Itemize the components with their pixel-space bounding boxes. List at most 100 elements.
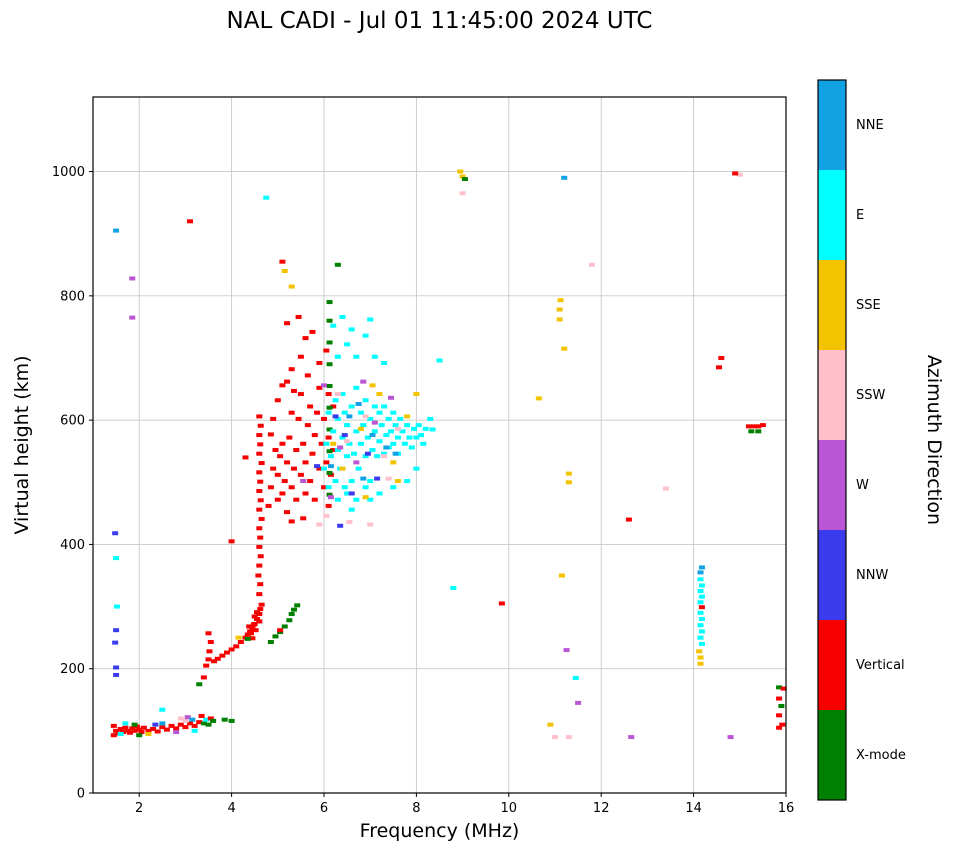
data-point	[552, 735, 558, 740]
data-point	[698, 641, 705, 646]
data-point	[401, 441, 408, 446]
data-point	[257, 498, 264, 503]
data-point	[383, 445, 390, 450]
data-point	[304, 373, 311, 378]
colorbar-segment-w	[818, 440, 846, 531]
data-point	[698, 594, 705, 599]
data-point	[334, 497, 341, 502]
colorbar-tick-label: E	[856, 208, 864, 223]
data-point	[325, 435, 332, 440]
data-point	[625, 517, 632, 522]
data-point	[263, 195, 270, 200]
data-point	[136, 727, 143, 732]
data-point	[129, 315, 136, 320]
data-point	[244, 636, 251, 641]
data-point	[159, 707, 166, 712]
data-point	[325, 392, 332, 397]
x-tick-label: 8	[412, 801, 420, 816]
data-point	[374, 476, 381, 481]
data-point	[362, 454, 369, 459]
data-point	[369, 433, 376, 438]
data-point	[122, 721, 129, 726]
data-point	[300, 516, 307, 521]
data-point	[357, 426, 364, 431]
data-point	[716, 365, 723, 370]
data-point	[249, 625, 256, 630]
data-point	[325, 410, 332, 415]
data-point	[205, 657, 212, 662]
data-point	[337, 445, 344, 450]
data-point	[346, 520, 353, 525]
data-point	[256, 507, 263, 512]
data-point	[152, 722, 159, 727]
data-point	[206, 649, 213, 654]
data-point	[203, 717, 210, 722]
data-point	[561, 175, 568, 180]
data-point	[311, 433, 318, 438]
data-point	[114, 604, 121, 609]
data-point	[256, 544, 263, 549]
data-point	[131, 722, 138, 727]
data-point	[207, 716, 214, 721]
data-point	[332, 414, 339, 419]
data-point	[732, 171, 739, 176]
colorbar-segment-e	[818, 170, 846, 261]
data-point	[351, 451, 358, 456]
data-point	[332, 479, 339, 484]
data-point	[367, 497, 374, 502]
data-point	[323, 460, 330, 465]
y-tick-label: 600	[60, 414, 85, 429]
data-point	[256, 619, 263, 624]
data-point	[334, 447, 341, 452]
colorbar-tick-label: W	[856, 478, 869, 493]
data-point	[397, 416, 404, 421]
data-point	[353, 497, 360, 502]
data-point	[321, 485, 327, 490]
data-point	[563, 648, 570, 653]
data-point	[698, 629, 705, 634]
data-point	[341, 410, 348, 415]
colorbar-tick-label: SSE	[856, 298, 881, 313]
data-point	[159, 721, 166, 726]
y-tick-label: 200	[60, 662, 85, 677]
data-point	[325, 503, 332, 508]
data-point	[177, 722, 184, 727]
data-point	[297, 354, 304, 359]
data-point	[367, 522, 374, 527]
data-point	[281, 624, 288, 629]
data-point	[362, 495, 369, 500]
colorbar-tick-label: X-mode	[856, 748, 906, 763]
data-point	[348, 404, 355, 409]
data-point	[307, 404, 314, 409]
data-point	[718, 356, 725, 360]
data-point	[697, 570, 704, 575]
data-point	[138, 730, 145, 735]
data-point	[362, 414, 369, 419]
data-point	[498, 601, 505, 606]
data-point	[235, 635, 242, 640]
data-point	[746, 424, 753, 429]
data-point	[330, 404, 337, 409]
data-point	[281, 269, 288, 273]
data-point	[257, 554, 264, 559]
data-point	[558, 573, 565, 578]
data-point	[257, 582, 264, 587]
y-tick-label: 800	[60, 289, 85, 304]
data-point	[316, 466, 323, 471]
data-point	[404, 479, 411, 484]
data-point	[258, 516, 265, 521]
data-point	[376, 392, 383, 397]
data-point	[411, 426, 418, 431]
data-point	[776, 696, 783, 701]
data-point	[565, 471, 572, 476]
data-point	[565, 480, 572, 485]
data-point	[344, 342, 351, 347]
data-point	[339, 435, 346, 440]
data-point	[360, 476, 367, 481]
data-point	[270, 466, 277, 471]
x-tick-label: 4	[227, 801, 235, 816]
data-point	[113, 628, 120, 633]
data-point	[381, 454, 388, 459]
data-point	[697, 635, 704, 640]
